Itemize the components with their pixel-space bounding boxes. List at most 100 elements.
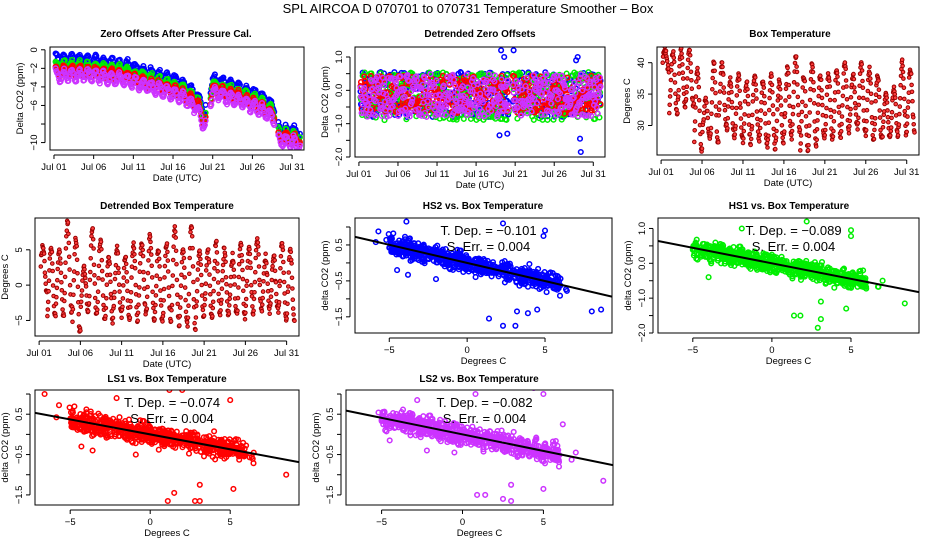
data-point — [38, 264, 44, 269]
panel-title: Box Temperature — [749, 29, 831, 40]
data-point-ls2 — [594, 110, 601, 117]
data-point-ls2 — [133, 74, 140, 81]
data-point — [100, 277, 105, 282]
data-point — [103, 305, 109, 311]
y-tick-label: 35 — [636, 89, 647, 100]
data-point — [255, 240, 261, 245]
data-point — [243, 310, 248, 316]
data-point-ls1 — [498, 72, 505, 79]
data-point — [676, 71, 682, 76]
data-point — [153, 302, 158, 308]
data-point-ls2 — [572, 89, 579, 97]
data-point — [54, 285, 60, 291]
data-point — [786, 71, 791, 76]
data-point — [272, 268, 278, 274]
data-point — [849, 82, 855, 88]
data-point-ls2 — [450, 76, 458, 83]
data-point — [697, 108, 702, 114]
data-point — [75, 271, 80, 276]
data-point — [761, 85, 767, 90]
data-point — [816, 102, 821, 107]
data-point — [867, 71, 873, 76]
data-point — [162, 275, 167, 280]
data-point — [140, 247, 145, 253]
data-point — [737, 77, 742, 82]
data-point-ls2 — [401, 93, 408, 100]
data-point — [753, 82, 759, 87]
data-point — [899, 57, 905, 63]
data-point — [132, 258, 138, 264]
data-point — [891, 84, 897, 90]
data-point — [65, 220, 71, 225]
data-point — [726, 97, 731, 102]
data-point — [678, 47, 684, 51]
x-tick-label: Jul 01 — [26, 348, 51, 359]
data-point — [794, 69, 800, 75]
x-tick-label: Jul 01 — [41, 162, 66, 173]
data-point — [144, 306, 150, 312]
data-point — [667, 110, 672, 116]
data-point — [547, 269, 554, 276]
data-point — [42, 258, 47, 264]
data-point — [733, 111, 739, 116]
data-point — [272, 253, 277, 258]
data-point — [50, 283, 56, 288]
data-point — [45, 299, 51, 305]
data-point — [390, 230, 397, 237]
data-point — [124, 270, 129, 275]
data-point — [762, 100, 768, 106]
data-point — [796, 112, 801, 118]
data-point — [676, 94, 681, 99]
data-point — [183, 309, 189, 315]
data-point — [152, 317, 157, 322]
outlier-point — [496, 132, 503, 139]
data-point — [741, 121, 747, 126]
data-point — [811, 101, 817, 106]
data-point — [845, 104, 850, 110]
data-point — [181, 249, 186, 255]
data-point — [292, 318, 297, 324]
data-point — [855, 120, 861, 126]
y-tick-label: 0 — [29, 47, 40, 52]
data-point — [757, 139, 762, 144]
y-tick-label: −4 — [29, 81, 40, 92]
data-point — [239, 258, 245, 264]
data-point-ls2 — [437, 102, 444, 109]
data-point — [811, 79, 816, 85]
data-point — [802, 89, 808, 94]
data-point-ls2 — [463, 71, 470, 78]
data-point — [901, 76, 906, 81]
data-point — [667, 102, 673, 108]
data-point — [749, 123, 755, 129]
data-point — [911, 122, 917, 127]
x-axis-label: Date (UTC) — [143, 359, 192, 370]
data-point — [765, 145, 770, 150]
data-point — [728, 84, 734, 89]
data-point — [72, 252, 77, 257]
data-point — [190, 264, 196, 269]
data-point-ls2 — [557, 90, 564, 97]
data-point — [288, 249, 294, 255]
data-point — [710, 75, 716, 81]
data-point — [750, 99, 756, 104]
data-point — [755, 122, 761, 127]
data-point-ls2 — [561, 85, 569, 92]
data-point — [63, 246, 69, 251]
data-point — [861, 95, 866, 101]
x-axis-label: Date (UTC) — [153, 173, 202, 184]
data-point — [215, 269, 220, 274]
data-point — [789, 128, 795, 134]
data-point — [843, 66, 849, 72]
data-point — [673, 91, 678, 96]
data-point — [285, 301, 290, 307]
data-point — [232, 282, 237, 287]
data-point-ls2 — [554, 96, 561, 103]
data-point-ls1 — [588, 107, 595, 114]
data-point — [375, 228, 382, 235]
data-point-ls2 — [448, 89, 455, 96]
data-point — [148, 245, 154, 251]
data-point — [865, 88, 871, 94]
data-point-ls2 — [453, 98, 460, 106]
data-point-ls2 — [462, 95, 470, 102]
